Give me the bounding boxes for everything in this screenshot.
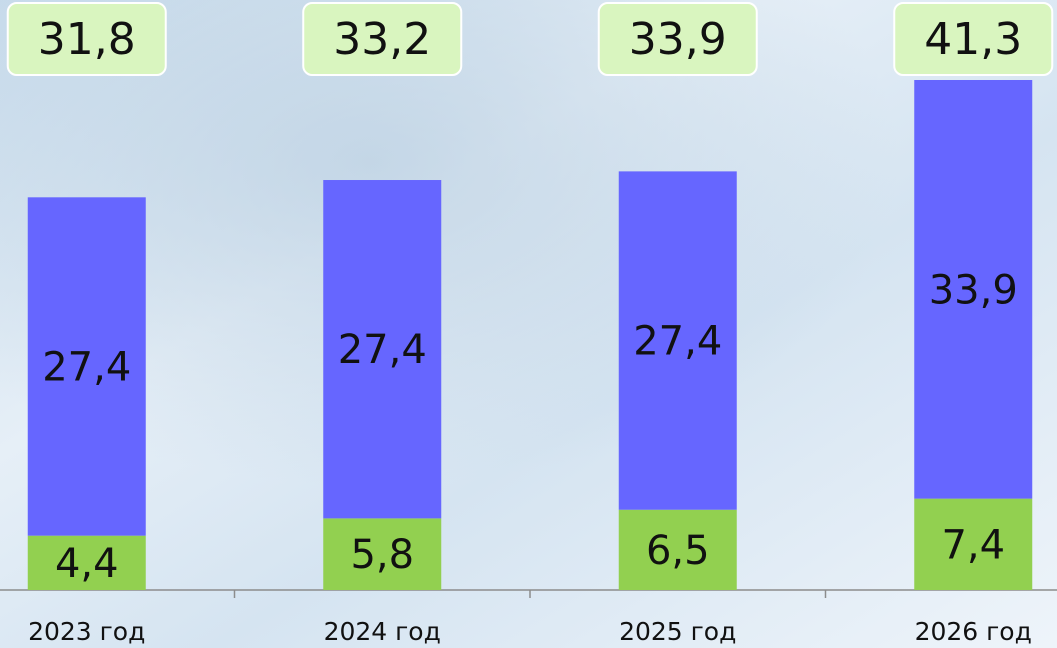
x-tick-label: 2024 год — [324, 617, 441, 646]
total-label: 33,9 — [629, 14, 727, 65]
value-label: 27,4 — [633, 319, 722, 365]
value-label: 33,9 — [929, 267, 1018, 313]
value-label: 7,4 — [941, 522, 1005, 568]
value-label: 4,4 — [55, 541, 119, 587]
x-tick-label: 2026 год — [915, 617, 1032, 646]
page: {"chart_data": {"type": "stacked-bar", "… — [0, 0, 1057, 648]
total-label: 33,2 — [333, 14, 431, 65]
chart: 4,4 27,4 31,8 2023 год 5,8 27,4 33,2 2024 год 6,… — [0, 0, 1057, 648]
background-glow — [0, 0, 1057, 648]
value-label: 5,8 — [350, 532, 414, 578]
x-tick-label: 2023 год — [28, 617, 145, 646]
value-label: 27,4 — [42, 344, 131, 390]
total-label: 41,3 — [924, 14, 1022, 65]
x-tick-label: 2025 год — [619, 617, 736, 646]
total-label: 31,8 — [38, 14, 136, 65]
value-label: 27,4 — [338, 327, 427, 373]
value-label: 6,5 — [646, 528, 710, 574]
